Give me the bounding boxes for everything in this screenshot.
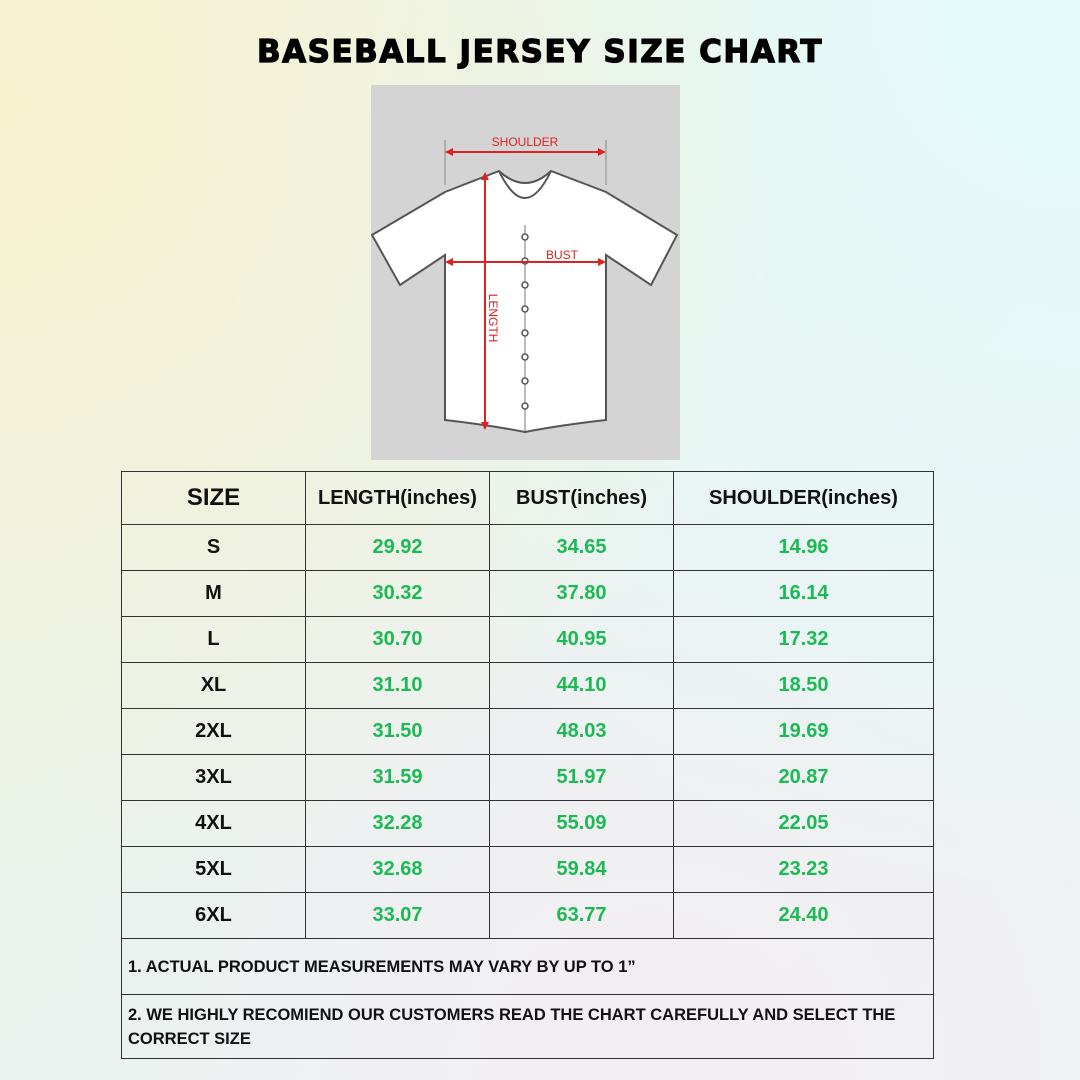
- size: 4XL: [121, 800, 306, 847]
- size-row: 5XL 32.68 59.84 23.23: [121, 846, 934, 893]
- size: M: [121, 570, 306, 617]
- measurement: 40.95: [489, 616, 674, 663]
- title: BASEBALL JERSEY SIZE CHART: [256, 33, 823, 70]
- measurement: 32.68: [305, 846, 490, 893]
- note: 1. ACTUAL PRODUCT MEASUREMENTS MAY VARY …: [121, 938, 934, 995]
- note: 2. WE HIGHLY RECOMIEND OUR CUSTOMERS REA…: [121, 994, 934, 1059]
- note-row: 1. ACTUAL PRODUCT MEASUREMENTS MAY VARY …: [121, 938, 934, 995]
- measurement: 59.84: [489, 846, 674, 893]
- measurement: 48.03: [489, 708, 674, 755]
- measurement: 19.69: [673, 708, 934, 755]
- size: XL: [121, 662, 306, 709]
- size: 5XL: [121, 846, 306, 893]
- measurement: 37.80: [489, 570, 674, 617]
- header-row: SIZE LENGTH(inches) BUST(inches) SHOULDER(i…: [121, 471, 934, 525]
- measurement: 14.96: [673, 524, 934, 571]
- size: 2XL: [121, 708, 306, 755]
- measurement: 63.77: [489, 892, 674, 939]
- size-row: 3XL 31.59 51.97 20.87: [121, 754, 934, 801]
- collar: [498, 170, 552, 199]
- column-header: LENGTH(inches): [305, 471, 490, 525]
- bust-label: BUST: [546, 248, 579, 262]
- measurement: 23.23: [673, 846, 934, 893]
- column-header: BUST(inches): [489, 471, 674, 525]
- size-row: 2XL 31.50 48.03 19.69: [121, 708, 934, 755]
- size-row: XL 31.10 44.10 18.50: [121, 662, 934, 709]
- measurement: 30.70: [305, 616, 490, 663]
- measurement: 17.32: [673, 616, 934, 663]
- length-label: LENGTH: [486, 294, 500, 343]
- size-row: 6XL 33.07 63.77 24.40: [121, 892, 934, 939]
- arrows: [445, 148, 606, 430]
- measurement: 33.07: [305, 892, 490, 939]
- measurement: 24.40: [673, 892, 934, 939]
- measurement: 32.28: [305, 800, 490, 847]
- measurement: 51.97: [489, 754, 674, 801]
- measurement: 31.59: [305, 754, 490, 801]
- size-row: L 30.70 40.95 17.32: [121, 616, 934, 663]
- measurement: 22.05: [673, 800, 934, 847]
- note-row: 2. WE HIGHLY RECOMIEND OUR CUSTOMERS REA…: [121, 994, 934, 1059]
- measurement: 31.10: [305, 662, 490, 709]
- column-header: SHOULDER(inches): [673, 471, 934, 525]
- size: L: [121, 616, 306, 663]
- measurement: 18.50: [673, 662, 934, 709]
- measurement: 31.50: [305, 708, 490, 755]
- shoulder-label: SHOULDER: [492, 135, 559, 149]
- size: 6XL: [121, 892, 306, 939]
- size: S: [121, 524, 306, 571]
- measurement: 34.65: [489, 524, 674, 571]
- measurement: 16.14: [673, 570, 934, 617]
- size: 3XL: [121, 754, 306, 801]
- size-table: SIZE LENGTH(inches) BUST(inches) SHOULDER(i…: [121, 471, 934, 1059]
- jersey-diagram: SHOULDER BUST LENGTH: [371, 85, 680, 460]
- measurement: 44.10: [489, 662, 674, 709]
- column-header: SIZE: [121, 471, 306, 525]
- measurement: 20.87: [673, 754, 934, 801]
- size-row: S 29.92 34.65 14.96: [121, 524, 934, 571]
- measurement: 29.92: [305, 524, 490, 571]
- measurement: 30.32: [305, 570, 490, 617]
- size-row: 4XL 32.28 55.09 22.05: [121, 800, 934, 847]
- measurement: 55.09: [489, 800, 674, 847]
- size-row: M 30.32 37.80 16.14: [121, 570, 934, 617]
